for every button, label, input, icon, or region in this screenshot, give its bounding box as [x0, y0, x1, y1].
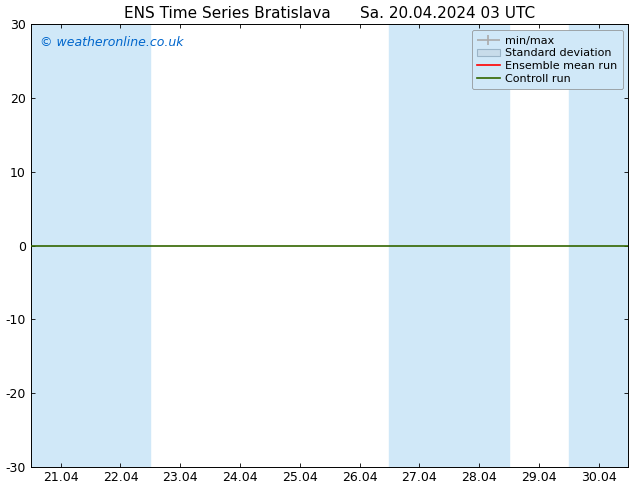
Bar — [569, 24, 628, 466]
Text: © weatheronline.co.uk: © weatheronline.co.uk — [40, 36, 183, 49]
Bar — [389, 24, 449, 466]
Title: ENS Time Series Bratislava      Sa. 20.04.2024 03 UTC: ENS Time Series Bratislava Sa. 20.04.202… — [124, 5, 535, 21]
Bar — [91, 24, 150, 466]
Bar — [31, 24, 91, 466]
Bar — [449, 24, 509, 466]
Legend: min/max, Standard deviation, Ensemble mean run, Controll run: min/max, Standard deviation, Ensemble me… — [472, 30, 623, 90]
